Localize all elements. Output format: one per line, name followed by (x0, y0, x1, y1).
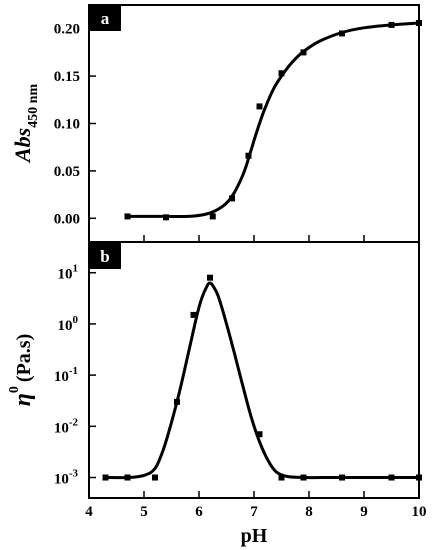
panel-b-x-axis-title: pH (241, 525, 268, 547)
panel-b-data-point-6 (256, 431, 263, 438)
panel-a-ylabel-sub: 450 nm (26, 84, 41, 128)
panel-b-data-point-8 (300, 474, 307, 481)
panel-b-xtick-label-2: 6 (195, 504, 203, 520)
panel-b: b 10-3 10-2 10-1 100 101 4 (7, 241, 427, 547)
panel-a-fit-curve (127, 21, 420, 219)
panel-a-y-tick-labels: 0.00 0.05 0.10 0.15 0.20 (54, 22, 80, 228)
panel-b-data-points (102, 274, 422, 481)
panel-b-ytick-exp-4: 1 (73, 263, 79, 275)
panel-b-ytick-base-2: 10 (54, 369, 69, 385)
panel-b-frame (88, 241, 420, 499)
panel-b-y-ticks (89, 271, 96, 479)
panel-b-fit-curve (105, 281, 419, 480)
panel-a-data-point-8 (339, 30, 345, 37)
panel-a-y-axis-title: Abs450 nm (10, 84, 41, 165)
panel-b-x-tick-labels: 4 5 6 7 8 9 10 (85, 504, 426, 520)
panel-b-xtick-label-0: 4 (85, 504, 93, 520)
panel-b-data-point-4 (190, 311, 197, 318)
panel-b-ytick-base-1: 10 (54, 420, 69, 436)
panel-a-y-ticks (89, 27, 96, 220)
panel-b-data-point-10 (388, 474, 395, 481)
panel-a-tag (89, 5, 121, 31)
panel-a-data-point-2 (209, 213, 216, 220)
panel-b-ytick-exp-3: 0 (73, 314, 79, 326)
panel-a-ytick-label-3: 0.15 (54, 69, 80, 85)
panel-a-data-point-5 (256, 103, 263, 110)
panel-a-ytick-label-2: 0.10 (54, 117, 80, 133)
panel-b-tag-label: b (100, 247, 109, 266)
panel-a: a 0.00 0.05 0.10 0.15 0.20 A (10, 4, 422, 243)
panel-a-data-point-6 (278, 70, 285, 77)
panel-b-ytick-label-3: 100 (58, 314, 79, 334)
panel-a-data-point-3 (229, 195, 235, 202)
panel-b-ylabel-sup: 0 (7, 386, 22, 393)
panel-a-data-points (124, 20, 422, 221)
panel-b-xtick-label-6: 10 (412, 504, 427, 520)
panel-b-data-point-2 (152, 474, 158, 481)
panel-a-tag-label: a (101, 9, 110, 28)
panel-b-y-tick-labels: 10-3 10-2 10-1 100 101 (54, 263, 79, 488)
panel-b-data-point-3 (174, 398, 180, 405)
panel-b-ytick-exp-0: -3 (69, 468, 79, 480)
panel-a-ytick-label-0: 0.00 (54, 211, 80, 227)
panel-b-ytick-label-4: 101 (58, 263, 79, 283)
panel-a-ylabel-main: Abs (10, 128, 35, 164)
panel-a-ytick-label-1: 0.05 (54, 164, 80, 180)
panel-b-tag (89, 243, 121, 269)
panel-b-ytick-label-0: 10-3 (54, 468, 79, 488)
panel-b-ytick-base-4: 10 (58, 267, 73, 283)
panel-b-ytick-exp-2: -1 (69, 365, 78, 377)
panel-b-xtick-label-1: 5 (140, 504, 148, 520)
panel-a-x-ticks (88, 235, 420, 242)
panel-b-xtick-label-4: 8 (305, 504, 313, 520)
panel-b-ytick-base-3: 10 (58, 318, 73, 334)
panel-a-frame (88, 4, 420, 243)
panel-b-data-point-5 (207, 274, 213, 281)
panel-a-data-point-4 (245, 152, 252, 159)
panel-b-ytick-exp-1: -2 (69, 416, 79, 428)
panel-b-y-axis-title: η0 (Pa.s) (7, 334, 36, 407)
panel-b-xtick-label-5: 9 (360, 504, 368, 520)
panel-b-xtick-label-3: 7 (250, 504, 258, 520)
panel-b-data-point-0 (102, 474, 109, 481)
panel-a-data-point-7 (300, 49, 307, 56)
panel-b-ytick-base-0: 10 (54, 472, 69, 488)
panel-b-data-point-1 (124, 474, 131, 481)
panel-a-data-point-0 (124, 213, 131, 220)
panel-b-data-point-9 (339, 474, 345, 481)
panel-b-ytick-label-1: 10-2 (54, 416, 79, 436)
panel-b-data-point-11 (416, 474, 422, 481)
panel-b-data-point-7 (278, 474, 285, 481)
panel-a-data-point-10 (416, 20, 422, 27)
panel-a-data-point-9 (388, 21, 395, 28)
panel-b-ytick-label-2: 10-1 (54, 365, 78, 385)
panel-a-data-point-1 (163, 214, 169, 221)
panel-b-x-ticks (88, 491, 420, 498)
panel-a-ytick-label-4: 0.20 (54, 22, 80, 38)
panel-b-ylabel-main: η (10, 393, 36, 406)
panel-b-ylabel-units: (Pa.s) (13, 334, 35, 382)
